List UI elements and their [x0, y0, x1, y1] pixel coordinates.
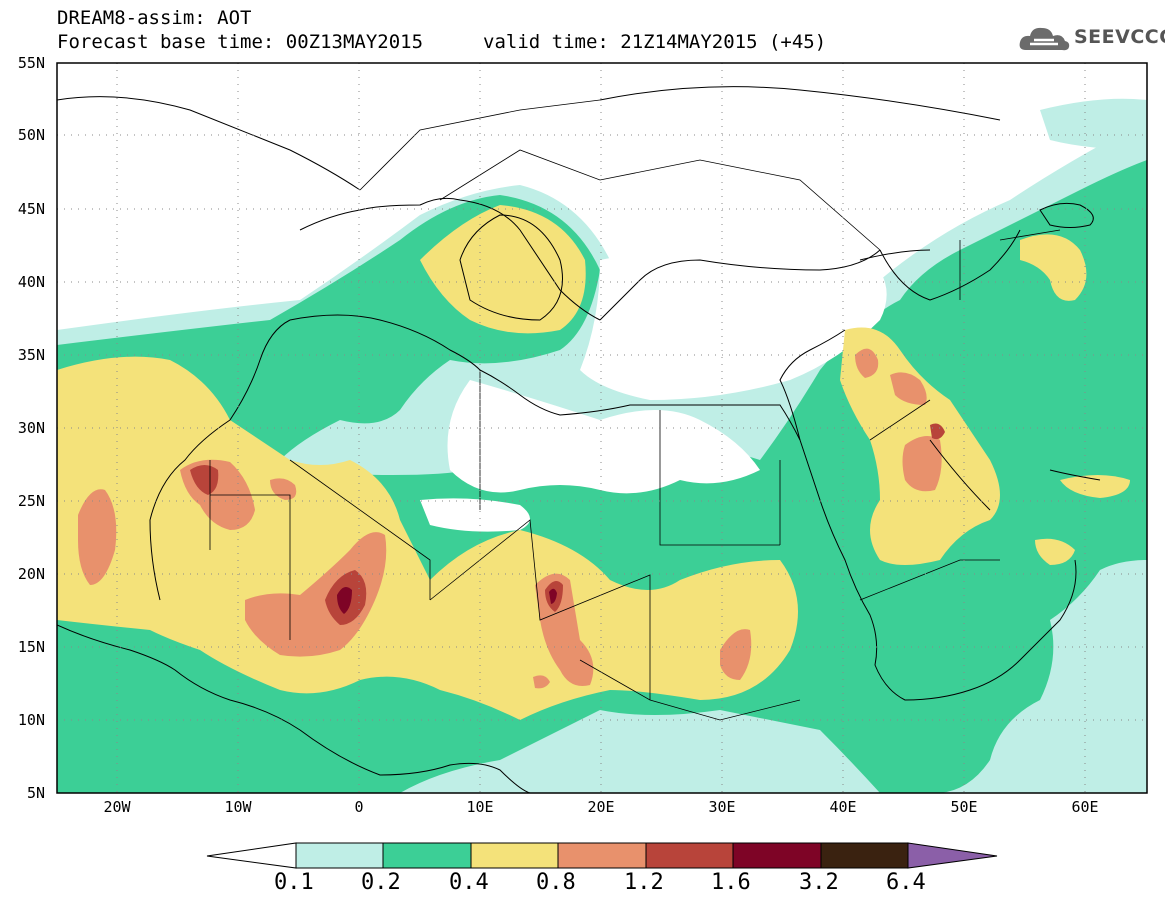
chart-title: DREAM8-assim: AOT: [57, 7, 252, 29]
colorbar-over-arrow: [907, 842, 998, 869]
lon-label: 20W: [103, 798, 131, 816]
colorbar-label: 0.4: [449, 870, 489, 895]
colorbar-under-arrow: [206, 842, 297, 869]
graticule: [57, 63, 1147, 793]
lon-label: 30E: [708, 798, 735, 816]
lat-label: 40N: [18, 273, 45, 291]
colorbar: [206, 842, 998, 869]
lat-label: 5N: [27, 784, 45, 802]
cloud-icon: [1019, 27, 1070, 51]
lon-label: 10E: [466, 798, 493, 816]
colorbar-swatch: [820, 842, 909, 869]
lon-label: 40E: [829, 798, 856, 816]
colorbar-swatch: [732, 842, 822, 869]
colorbar-label: 0.2: [361, 870, 401, 895]
lat-label: 20N: [18, 565, 45, 583]
lat-label: 25N: [18, 492, 45, 510]
colorbar-label: 0.8: [536, 870, 576, 895]
colorbar-label: 3.2: [799, 870, 839, 895]
colorbar-swatch: [645, 842, 734, 869]
colorbar-swatch: [295, 842, 384, 869]
lat-label: 30N: [18, 419, 45, 437]
lat-label: 50N: [18, 126, 45, 144]
lon-label: 50E: [950, 798, 977, 816]
colorbar-label: 0.1: [274, 870, 314, 895]
colorbar-swatch: [557, 842, 647, 869]
lat-label: 35N: [18, 346, 45, 364]
aot-level-1.6: [337, 586, 557, 614]
valid-time: valid time: 21Z14MAY2015 (+45): [483, 31, 827, 53]
lon-label: 10W: [224, 798, 252, 816]
lat-label: 10N: [18, 711, 45, 729]
coastlines: [57, 86, 1101, 793]
country-borders: [209, 99, 1061, 721]
latitude-labels: 5N 10N 15N 20N 25N 30N 35N 40N 45N 50N 5…: [18, 54, 45, 802]
map-frame: [56, 62, 1148, 794]
forecast-base-time: Forecast base time: 00Z13MAY2015: [57, 31, 424, 53]
aot-clear-areas: [57, 63, 1147, 532]
colorbar-swatch: [382, 842, 472, 869]
seevccc-logo: SEEVCCC: [1018, 20, 1165, 60]
colorbar-swatch: [470, 842, 559, 869]
colorbar-label: 1.2: [624, 870, 664, 895]
lon-label: 20E: [587, 798, 614, 816]
colorbar-label: 6.4: [886, 870, 926, 895]
logo-text: SEEVCCC: [1074, 26, 1165, 48]
longitude-labels: 20W 10W 0 10E 20E 30E 40E 50E 60E: [103, 798, 1098, 816]
lon-label: 60E: [1071, 798, 1098, 816]
lat-label: 45N: [18, 200, 45, 218]
lon-label: 0: [354, 798, 363, 816]
lat-label: 15N: [18, 638, 45, 656]
colorbar-label: 1.6: [711, 870, 751, 895]
lat-label: 55N: [18, 54, 45, 72]
aot-field: [57, 63, 1147, 793]
